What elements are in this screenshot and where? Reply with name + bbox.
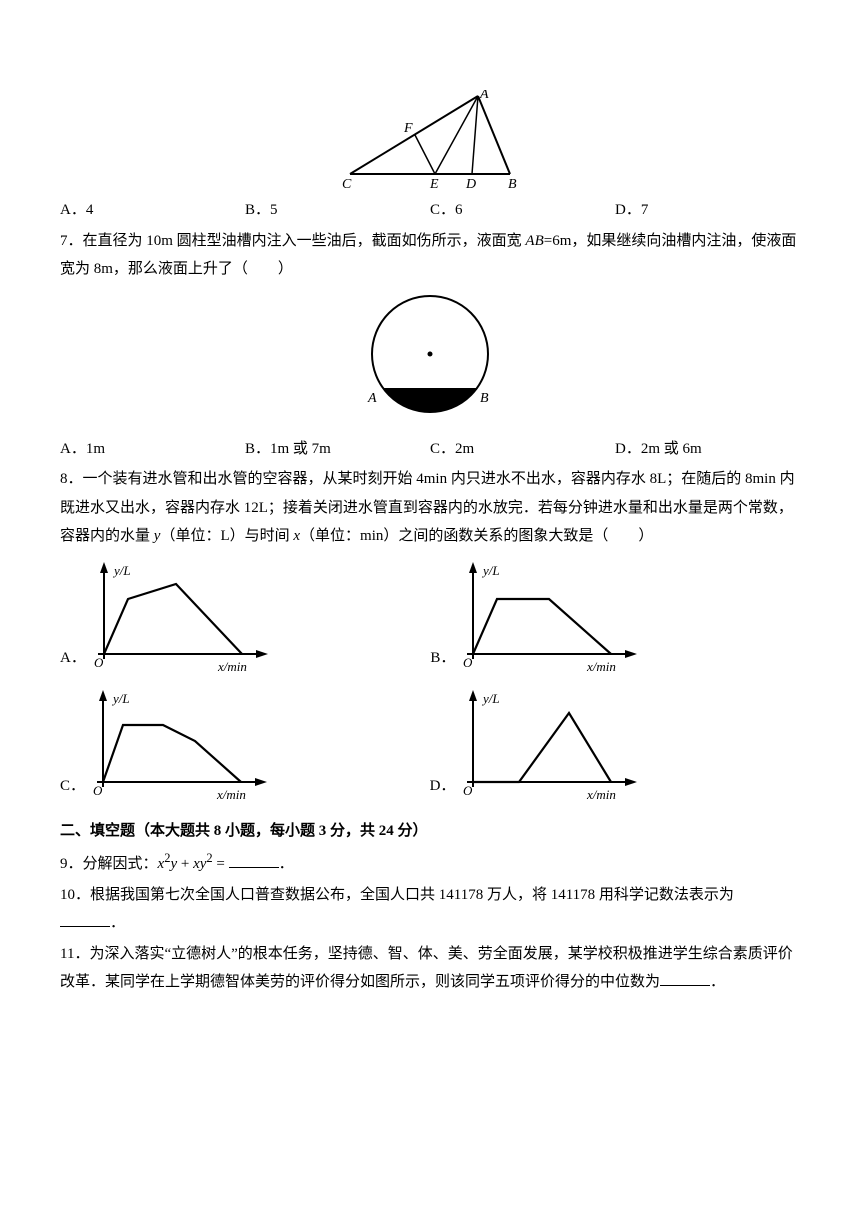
q11: 11．为深入落实“立德树人”的根本任务，坚持德、智、体、美、劳全面发展，某学校积… (60, 940, 800, 997)
q8-unit-y: （单位：L）与时间 (160, 528, 293, 544)
label-E: E (429, 177, 439, 190)
svg-text:y/L: y/L (112, 563, 131, 578)
q7-option-c: C．2m (430, 435, 615, 464)
svg-text:y/L: y/L (481, 563, 500, 578)
q9-expr: x2y + xy2 = (158, 856, 229, 872)
q9-suffix: ． (279, 856, 294, 872)
section2-header: 二、填空题（本大题共 8 小题，每小题 3 分，共 24 分） (60, 817, 800, 846)
label-A: A (479, 90, 489, 102)
q6-option-d: D．7 (615, 196, 800, 225)
q7-option-b: B．1m 或 7m (245, 435, 430, 464)
q6-options: A．4 B．5 C．6 D．7 (60, 196, 800, 225)
q7-option-a: A．1m (60, 435, 245, 464)
svg-text:x/min: x/min (586, 659, 616, 674)
q6-option-c: C．6 (430, 196, 615, 225)
q9: 9．分解因式：x2y + xy2 = ． (60, 847, 800, 879)
q7-options: A．1m B．1m 或 7m C．2m D．2m 或 6m (60, 435, 800, 464)
q8-text: 8．一个装有进水管和出水管的空容器，从某时刻开始 4min 内只进水不出水，容器… (60, 465, 800, 551)
q8-chart-d: y/L x/min O (461, 687, 651, 807)
q10: 10．根据我国第七次全国人口普查数据公布，全国人口共 141178 万人，将 1… (60, 881, 800, 938)
label-C: C (342, 177, 352, 190)
svg-text:y/L: y/L (111, 691, 130, 706)
q6-option-a: A．4 (60, 196, 245, 225)
svg-text:O: O (463, 783, 473, 798)
q8-label-b: B． (430, 644, 461, 679)
svg-text:x/min: x/min (216, 787, 246, 802)
svg-text:O: O (93, 783, 103, 798)
q6-option-b: B．5 (245, 196, 430, 225)
q11-blank (660, 971, 710, 986)
q7-label-B: B (480, 391, 489, 406)
q8-unit-x: （单位：min）之间的函数关系的图象大致是（ ） (300, 528, 653, 544)
q10-text: 10．根据我国第七次全国人口普查数据公布，全国人口共 141178 万人，将 1… (60, 887, 734, 903)
q8-chart-c: y/L x/min O (91, 687, 281, 807)
svg-text:O: O (463, 655, 473, 670)
label-D: D (465, 177, 476, 190)
q8-label-c: C． (60, 772, 91, 807)
q8-chart-b: y/L x/min O (461, 559, 651, 679)
q7-label-A: A (367, 391, 377, 406)
q8-chart-a: y/L x/min O (92, 559, 282, 679)
q10-suffix: ． (110, 915, 125, 931)
q11-suffix: ． (710, 974, 725, 990)
q7-text-part1: 7．在直径为 10m 圆柱型油槽内注入一些油后，截面如伤所示，液面宽 (60, 233, 525, 249)
q9-blank (229, 853, 279, 868)
q9-prefix: 9．分解因式： (60, 856, 158, 872)
label-F: F (403, 121, 413, 136)
q8-label-d: D． (430, 772, 462, 807)
q8-charts-row2: C． y/L x/min O D． y/L x/min O (60, 687, 800, 807)
q7-circle-figure: A B (350, 284, 510, 429)
svg-text:x/min: x/min (217, 659, 247, 674)
label-B: B (508, 177, 517, 190)
q7-text: 7．在直径为 10m 圆柱型油槽内注入一些油后，截面如伤所示，液面宽 AB=6m… (60, 227, 800, 284)
q6-triangle-figure: A F C E D B (330, 90, 530, 190)
svg-text:O: O (94, 655, 104, 670)
svg-text:y/L: y/L (481, 691, 500, 706)
q7-ab: AB (525, 233, 543, 249)
svg-text:x/min: x/min (586, 787, 616, 802)
q8-charts-row1: A． y/L x/min O B． y/L x/min O (60, 559, 800, 679)
q8-label-a: A． (60, 644, 92, 679)
q10-blank (60, 912, 110, 927)
q7-option-d: D．2m 或 6m (615, 435, 800, 464)
